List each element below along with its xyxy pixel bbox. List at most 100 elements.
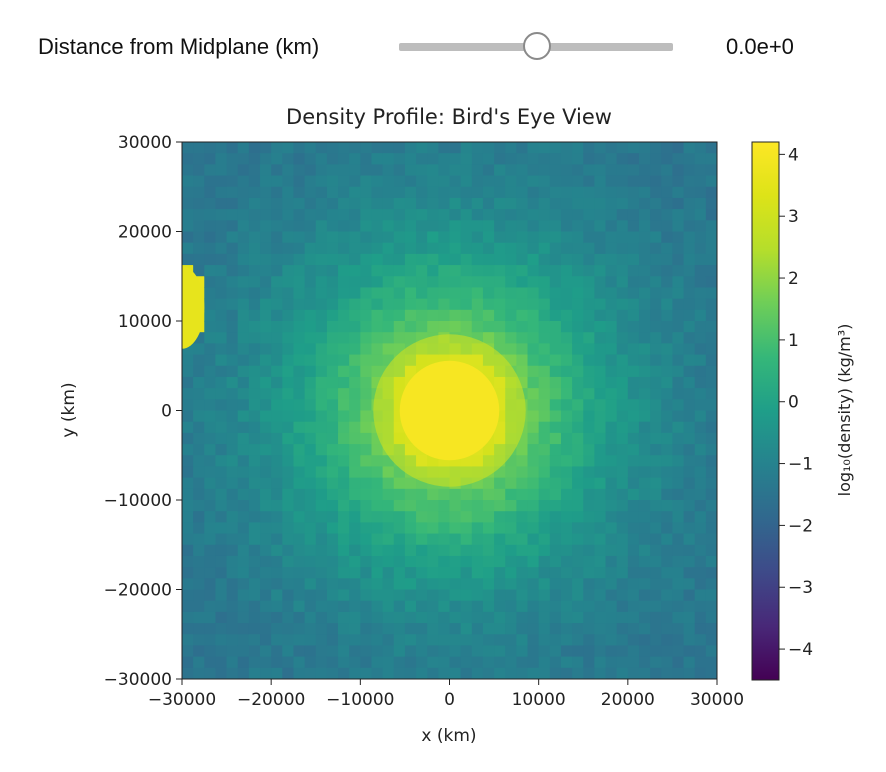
heatmap-cell <box>427 578 439 591</box>
heatmap-cell <box>338 354 350 367</box>
heatmap-cell <box>560 600 573 613</box>
heatmap-cell <box>427 567 439 579</box>
heatmap-cell <box>315 578 328 591</box>
heatmap-cell <box>382 343 395 356</box>
heatmap-cell <box>349 365 361 378</box>
heatmap-cell <box>583 287 595 300</box>
heatmap-cell <box>505 309 517 322</box>
heatmap-cell <box>505 455 517 468</box>
heatmap-cell <box>338 634 350 647</box>
heatmap-cell <box>326 488 339 501</box>
heatmap-cell <box>538 455 551 468</box>
heatmap-cell <box>471 544 484 557</box>
heatmap-cell <box>572 253 584 266</box>
heatmap-cell <box>650 477 662 490</box>
heatmap-cell <box>494 164 506 177</box>
heatmap-cell <box>438 186 451 199</box>
heatmap-cell <box>248 220 261 233</box>
heatmap-cell <box>516 142 529 154</box>
heatmap-cell <box>661 410 674 423</box>
heatmap-cell <box>416 298 428 311</box>
heatmap-cell <box>583 477 595 490</box>
heatmap-cell <box>204 544 217 557</box>
heatmap-cell <box>560 298 573 311</box>
heatmap-cell <box>616 466 629 479</box>
heatmap-cell <box>694 421 707 434</box>
heatmap-cell <box>605 667 618 679</box>
heatmap-cell <box>650 220 662 233</box>
heatmap-cell <box>260 623 272 635</box>
heatmap-cell <box>248 611 261 624</box>
colorbar <box>751 141 780 681</box>
heatmap-cell <box>304 567 317 579</box>
heatmap-cell <box>404 164 417 177</box>
heatmap-cell <box>427 656 439 669</box>
heatmap-cell <box>326 399 339 412</box>
heatmap-cell <box>349 511 361 523</box>
heatmap-cell <box>237 153 250 165</box>
heatmap-cell <box>638 455 651 468</box>
heatmap-cell <box>449 522 462 535</box>
heatmap-cell <box>226 365 239 378</box>
heatmap-cell <box>371 253 384 266</box>
heatmap-cell <box>449 488 462 501</box>
heatmap-cell <box>360 555 373 568</box>
heatmap-cell <box>538 533 551 546</box>
heatmap-cell <box>549 186 562 199</box>
heatmap-cell <box>672 309 685 322</box>
heatmap-cell <box>449 298 462 311</box>
heatmap-cell <box>393 522 406 535</box>
heatmap-cell <box>315 298 328 311</box>
heatmap-cell <box>638 466 651 479</box>
heatmap-cell <box>293 578 306 591</box>
heatmap-cell <box>471 511 484 523</box>
heatmap-cell <box>204 410 217 423</box>
heatmap-cell <box>683 589 696 602</box>
heatmap-cell <box>271 298 283 311</box>
heatmap-cell <box>538 287 551 300</box>
heatmap-cell <box>661 142 674 154</box>
heatmap-cell <box>293 365 306 378</box>
heatmap-cell <box>449 186 462 199</box>
heatmap-cell <box>204 667 217 679</box>
heatmap-cell <box>449 276 462 289</box>
heatmap-cell <box>572 175 584 188</box>
heatmap-cell <box>271 466 283 479</box>
heatmap-cell <box>404 656 417 669</box>
heatmap-cell <box>360 354 373 367</box>
heatmap-cell <box>193 186 205 199</box>
heatmap-cell <box>360 477 373 490</box>
heatmap-cell <box>427 253 439 266</box>
heatmap-cell <box>371 265 384 277</box>
heatmap-cell <box>638 309 651 322</box>
heatmap-cell <box>271 589 283 602</box>
heatmap-cell <box>694 634 707 647</box>
heatmap-cell <box>549 656 562 669</box>
heatmap-cell <box>538 265 551 277</box>
heatmap-cell <box>650 600 662 613</box>
heatmap-cell <box>672 444 685 456</box>
heatmap-cell <box>627 253 640 266</box>
heatmap-cell <box>616 388 629 400</box>
heatmap-cell <box>315 332 328 344</box>
heatmap-cell <box>393 253 406 266</box>
heatmap-cell <box>616 309 629 322</box>
heatmap-cell <box>638 533 651 546</box>
heatmap-cell <box>193 220 205 233</box>
heatmap-cell <box>182 376 194 389</box>
heatmap-cell <box>204 242 217 255</box>
heatmap-cell <box>516 645 529 658</box>
heatmap-cell <box>382 332 395 344</box>
heatmap-cell <box>282 623 295 635</box>
heatmap-cell <box>215 164 228 177</box>
slider-thumb[interactable] <box>523 32 551 60</box>
heatmap-cell <box>326 466 339 479</box>
heatmap-cell <box>404 265 417 277</box>
heatmap-cell <box>204 354 217 367</box>
heatmap-cell <box>215 477 228 490</box>
heatmap-cell <box>572 276 584 289</box>
heatmap-cell <box>293 343 306 356</box>
heatmap-cell <box>416 656 428 669</box>
heatmap-cell <box>338 376 350 389</box>
heatmap-cell <box>683 645 696 658</box>
